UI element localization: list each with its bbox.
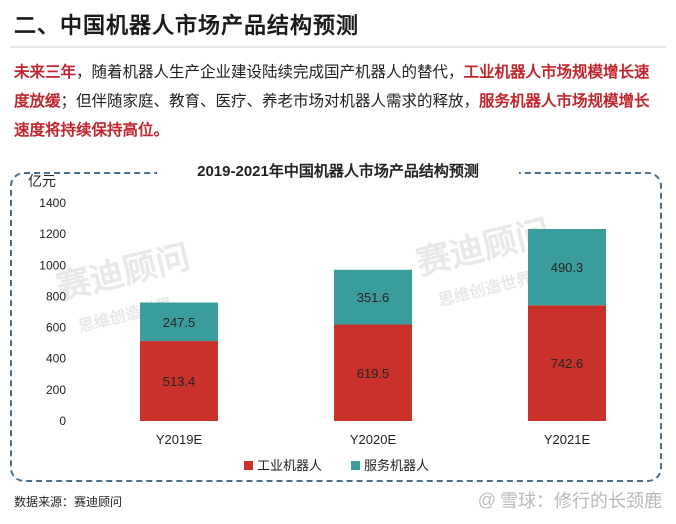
heading-divider (10, 46, 666, 48)
watermark: 赛迪顾问 思维创造世界 赛迪顾问 思维创造世界 (53, 212, 555, 336)
bar-industrial (140, 341, 218, 421)
footer-brand-text: 雪球：修行的长颈鹿 (500, 491, 662, 511)
y-tick-label: 400 (46, 352, 66, 366)
intro-text-1: ，随着机器人生产企业建设陆续完成国产机器人的替代， (76, 64, 464, 81)
legend-label-service: 服务机器人 (364, 458, 429, 473)
intro-highlight-industrial: 工业机器人市场规模增长速度放缓 (14, 64, 650, 110)
data-label-industrial: 742.6 (551, 356, 584, 371)
legend-label-industrial: 工业机器人 (257, 458, 322, 473)
data-label-service: 351.6 (357, 290, 390, 305)
y-tick-label: 800 (46, 289, 66, 303)
bar-service (528, 229, 606, 306)
intro-text-2: ；但伴随家庭、教育、医疗、养老市场对机器人需求的释放， (60, 93, 480, 110)
data-label-service: 490.3 (551, 260, 584, 275)
y-tick-label: 1000 (39, 258, 66, 272)
y-tick-label: 1400 (39, 196, 66, 210)
data-source: 数据来源：赛迪顾问 (14, 495, 123, 509)
snowball-icon: @ (477, 489, 496, 510)
y-tick-label: 600 (46, 321, 66, 335)
legend-swatch-service (351, 461, 360, 470)
x-tick-label: Y2021E (544, 432, 591, 447)
y-tick-label: 0 (59, 414, 66, 428)
bar-industrial (528, 305, 606, 421)
data-label-industrial: 513.4 (163, 374, 196, 389)
intro-highlight-service: 服务机器人市场规模增长速度将持续保持高位。 (14, 93, 650, 139)
watermark-brand-left: 赛迪顾问 (53, 237, 195, 309)
page-heading: 二、中国机器人市场产品结构预测 (14, 13, 360, 38)
y-tick-label: 200 (46, 383, 66, 397)
data-label-industrial: 619.5 (357, 366, 390, 381)
bar-service (334, 269, 412, 325)
bar-service (140, 302, 218, 342)
legend: 工业机器人 服务机器人 (244, 458, 429, 473)
x-tick-label: Y2019E (156, 432, 203, 447)
x-axis-ticks: Y2019E Y2020E Y2021E (156, 432, 591, 447)
bars: 513.4 247.5 619.5 351.6 742.6 490.3 (140, 229, 606, 421)
chart-title: 2019-2021年中国机器人市场产品结构预测 (157, 159, 519, 185)
data-label-service: 247.5 (163, 315, 196, 330)
bar-industrial (334, 324, 412, 421)
x-tick-label: Y2020E (350, 432, 397, 447)
y-axis-unit-label: 亿元 (28, 173, 56, 189)
intro-paragraph: 未来三年，随着机器人生产企业建设陆续完成国产机器人的替代，工业机器人市场规模增长… (14, 58, 664, 145)
y-axis-ticks: 0 200 400 600 800 1000 1200 1400 (39, 196, 66, 428)
legend-swatch-industrial (244, 461, 253, 470)
intro-highlight-future: 未来三年 (14, 64, 77, 81)
y-tick-label: 1200 (39, 227, 66, 241)
footer-brand: @ 雪球：修行的长颈鹿 (478, 487, 662, 513)
